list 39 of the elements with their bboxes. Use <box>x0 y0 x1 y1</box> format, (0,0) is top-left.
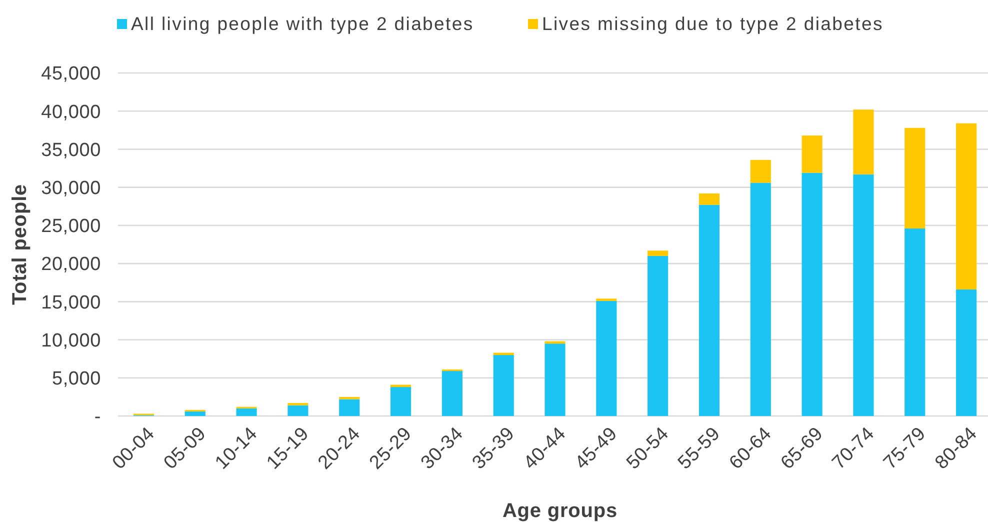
bar <box>956 289 977 416</box>
bar <box>904 128 926 228</box>
y-tick-label: 30,000 <box>41 178 101 199</box>
bar <box>956 123 977 290</box>
bar <box>802 136 822 173</box>
bar <box>390 384 412 388</box>
bar <box>698 193 720 205</box>
legend-label: Lives missing due to type 2 diabetes <box>542 13 884 34</box>
x-axis-title: Age groups <box>502 500 618 522</box>
bar <box>750 160 771 183</box>
bar <box>236 408 257 416</box>
bar <box>853 110 874 174</box>
bar <box>493 352 514 356</box>
bar <box>802 172 822 416</box>
bar <box>698 204 720 416</box>
bar <box>493 355 514 416</box>
bar <box>904 228 926 416</box>
bar <box>648 256 668 416</box>
bar <box>184 411 206 416</box>
y-axis-title: Total people <box>9 184 31 306</box>
y-tick-label: 15,000 <box>41 292 101 314</box>
y-tick-label: - <box>94 406 101 428</box>
bar <box>853 174 874 416</box>
bar <box>390 387 412 416</box>
y-tick-label: 45,000 <box>41 64 101 85</box>
bar <box>544 344 566 416</box>
legend-label: All living people with type 2 diabetes <box>131 13 474 34</box>
bar <box>288 405 308 416</box>
y-tick-label: 20,000 <box>41 254 101 276</box>
bar <box>442 371 462 416</box>
y-tick-label: 10,000 <box>41 330 101 352</box>
y-tick-label: 25,000 <box>41 216 101 238</box>
y-tick-label: 35,000 <box>41 140 101 161</box>
bar <box>596 300 617 416</box>
bar <box>339 399 360 416</box>
y-tick-label: 5,000 <box>52 368 101 390</box>
y-tick-label: 40,000 <box>41 102 101 123</box>
bar <box>648 250 668 256</box>
bar <box>750 182 771 416</box>
